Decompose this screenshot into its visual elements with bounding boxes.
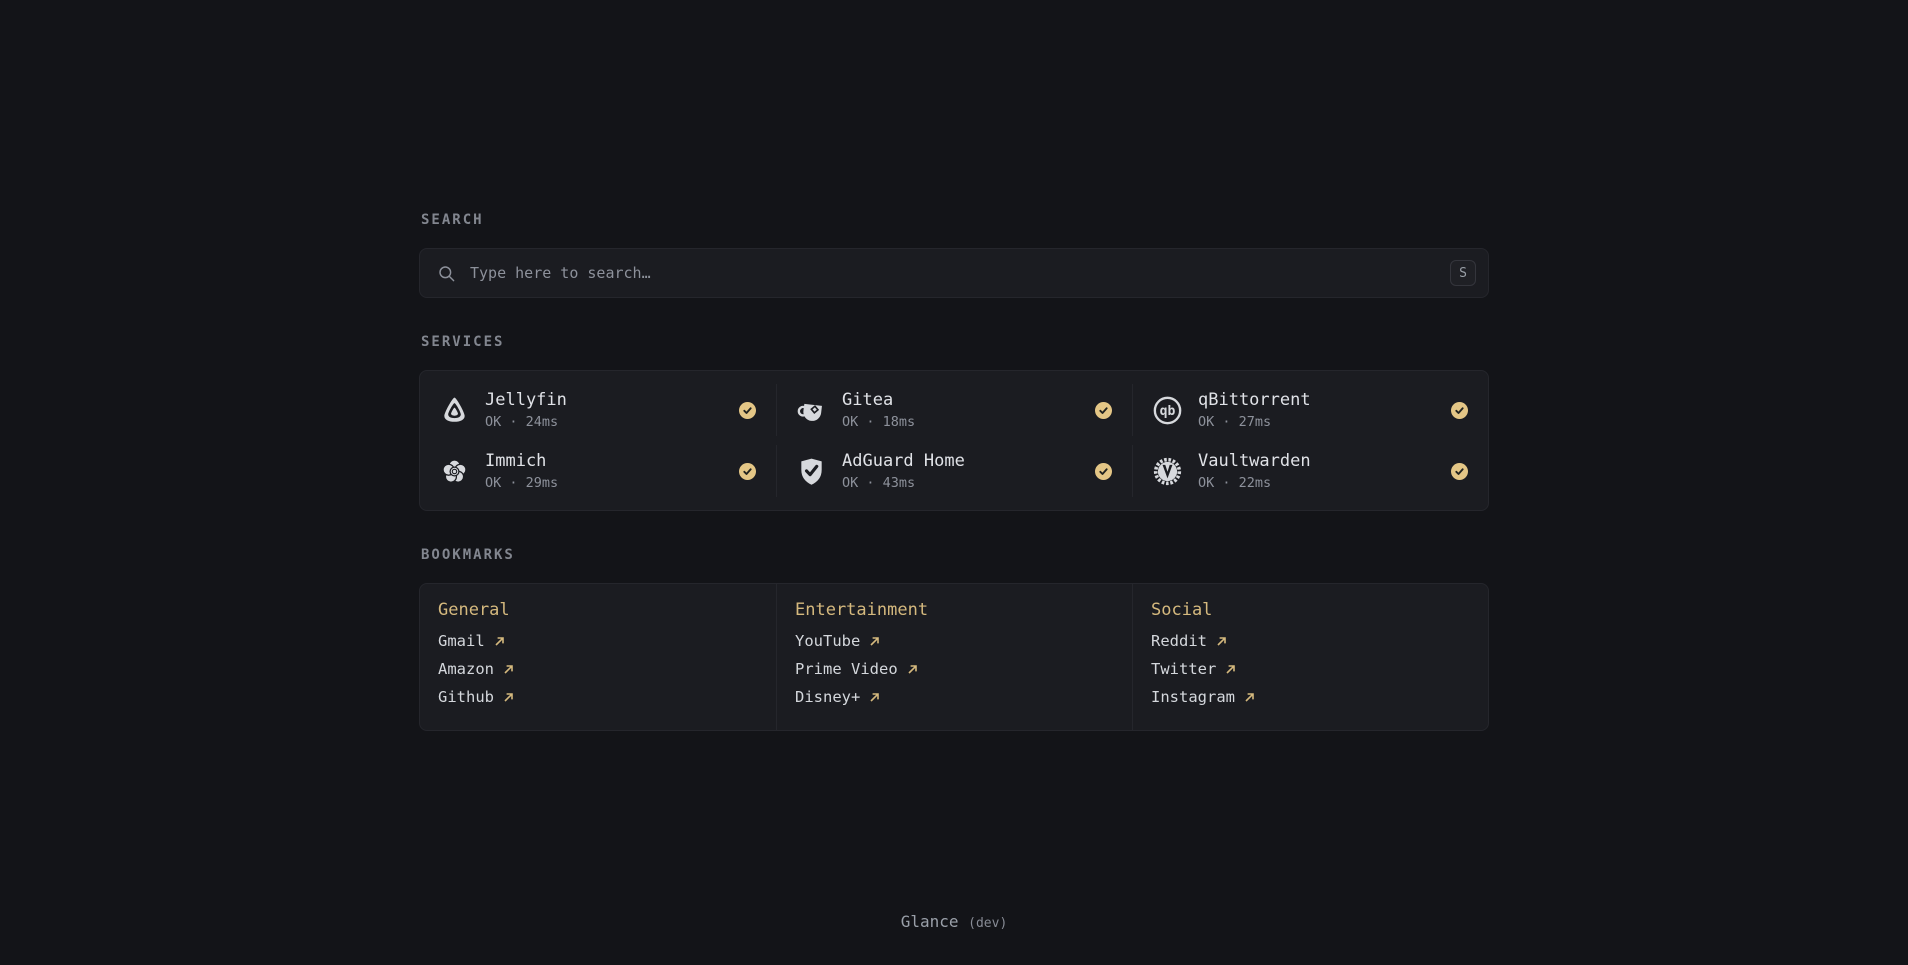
bookmark-link-amazon[interactable]: Amazon bbox=[438, 655, 514, 683]
status-ok-badge-icon bbox=[1451, 462, 1468, 480]
env-tag: (dev) bbox=[968, 916, 1008, 931]
bookmark-group-general: General Gmail Amazon Github bbox=[420, 584, 776, 730]
bookmark-group-title: Entertainment bbox=[795, 600, 929, 620]
bookmark-link-label: Prime Video bbox=[795, 660, 898, 678]
external-link-arrow-icon bbox=[870, 692, 880, 702]
external-link-arrow-icon bbox=[504, 692, 513, 702]
search-shortcut-key-hint: S bbox=[1450, 260, 1476, 286]
services-section-label: SERVICES bbox=[421, 334, 505, 350]
service-name: AdGuard Home bbox=[842, 451, 965, 472]
bookmarks-section-label: BOOKMARKS bbox=[421, 547, 515, 563]
bookmark-link-label: Disney+ bbox=[795, 688, 861, 706]
bookmark-link-twitter[interactable]: Twitter bbox=[1151, 655, 1236, 683]
service-name: Jellyfin bbox=[485, 390, 567, 411]
status-ok-badge-icon bbox=[1095, 401, 1112, 419]
external-link-arrow-icon bbox=[504, 664, 513, 674]
bookmark-group-social: Social Reddit Twitter Instagram bbox=[1132, 584, 1488, 730]
service-status: OK · 24ms bbox=[485, 413, 559, 430]
bookmark-link-label: Reddit bbox=[1151, 632, 1207, 650]
service-name: Vaultwarden bbox=[1198, 451, 1311, 472]
immich-icon bbox=[442, 458, 467, 483]
search-bar: S bbox=[419, 248, 1489, 298]
service-status: OK · 43ms bbox=[842, 474, 916, 491]
status-ok-badge-icon bbox=[1451, 401, 1468, 419]
service-name: Gitea bbox=[842, 390, 894, 411]
services-card: Jellyfin OK · 24ms Gitea OK · 18ms bbox=[419, 370, 1489, 511]
bookmark-group-title: Social bbox=[1151, 600, 1213, 620]
bookmark-link-gmail[interactable]: Gmail bbox=[438, 627, 505, 655]
bookmark-group-entertainment: Entertainment YouTube Prime Video Disney… bbox=[776, 584, 1132, 730]
bookmarks-card: General Gmail Amazon Github Entertainmen… bbox=[419, 583, 1489, 731]
qbittorrent-icon-text: qb bbox=[1160, 404, 1176, 419]
jellyfin-icon bbox=[444, 397, 465, 422]
search-section: SEARCH S bbox=[419, 212, 1489, 298]
external-link-arrow-icon bbox=[494, 636, 504, 646]
service-item-vaultwarden[interactable]: Vaultwarden OK · 22ms bbox=[1132, 445, 1488, 497]
service-status: OK · 18ms bbox=[842, 413, 916, 430]
bookmark-link-label: Twitter bbox=[1151, 660, 1217, 678]
service-status: OK · 27ms bbox=[1198, 413, 1272, 430]
bookmark-link-reddit[interactable]: Reddit bbox=[1151, 627, 1227, 655]
bookmark-link-disney-plus[interactable]: Disney+ bbox=[795, 683, 880, 711]
dashboard-page: SEARCH S SERVICES Jellyfin OK · 24ms bbox=[419, 212, 1489, 767]
search-input[interactable] bbox=[470, 264, 1450, 282]
bookmark-link-label: Instagram bbox=[1151, 688, 1235, 706]
search-section-label: SEARCH bbox=[421, 212, 484, 228]
external-link-arrow-icon bbox=[1217, 636, 1226, 646]
service-item-gitea[interactable]: Gitea OK · 18ms bbox=[776, 384, 1132, 436]
bookmark-link-instagram[interactable]: Instagram bbox=[1151, 683, 1255, 711]
status-ok-badge-icon bbox=[739, 462, 756, 480]
status-ok-badge-icon bbox=[739, 401, 756, 419]
external-link-arrow-icon bbox=[907, 664, 917, 674]
bookmark-link-label: Github bbox=[438, 688, 494, 706]
bookmark-link-label: Amazon bbox=[438, 660, 494, 678]
gitea-icon bbox=[797, 403, 822, 421]
bookmarks-section: BOOKMARKS General Gmail Amazon Github E bbox=[419, 547, 1489, 731]
service-name: Immich bbox=[485, 451, 547, 472]
vaultwarden-icon bbox=[1153, 457, 1182, 485]
service-status: OK · 29ms bbox=[485, 474, 559, 491]
qbittorrent-icon: qb bbox=[1153, 396, 1182, 424]
adguard-home-icon bbox=[801, 458, 822, 485]
service-item-adguard-home[interactable]: AdGuard Home OK · 43ms bbox=[776, 445, 1132, 497]
service-status: OK · 22ms bbox=[1198, 474, 1272, 491]
bookmark-link-youtube[interactable]: YouTube bbox=[795, 627, 880, 655]
bookmark-link-label: Gmail bbox=[438, 632, 485, 650]
status-ok-badge-icon bbox=[1095, 462, 1112, 480]
service-item-immich[interactable]: Immich OK · 29ms bbox=[420, 445, 776, 497]
page-footer: Glance (dev) bbox=[0, 892, 1908, 965]
service-item-jellyfin[interactable]: Jellyfin OK · 24ms bbox=[420, 384, 776, 436]
external-link-arrow-icon bbox=[870, 636, 880, 646]
external-link-arrow-icon bbox=[1245, 692, 1254, 702]
bookmark-group-title: General bbox=[438, 600, 510, 620]
app-name: Glance bbox=[900, 912, 959, 931]
bookmark-link-prime-video[interactable]: Prime Video bbox=[795, 655, 918, 683]
service-item-qbittorrent[interactable]: qb qBittorrent OK · 27ms bbox=[1132, 384, 1488, 436]
bookmark-link-github[interactable]: Github bbox=[438, 683, 514, 711]
services-section: SERVICES Jellyfin OK · 24ms bbox=[419, 334, 1489, 511]
search-icon bbox=[439, 265, 455, 281]
external-link-arrow-icon bbox=[1226, 664, 1236, 674]
bookmark-link-label: YouTube bbox=[795, 632, 861, 650]
service-name: qBittorrent bbox=[1198, 390, 1311, 411]
